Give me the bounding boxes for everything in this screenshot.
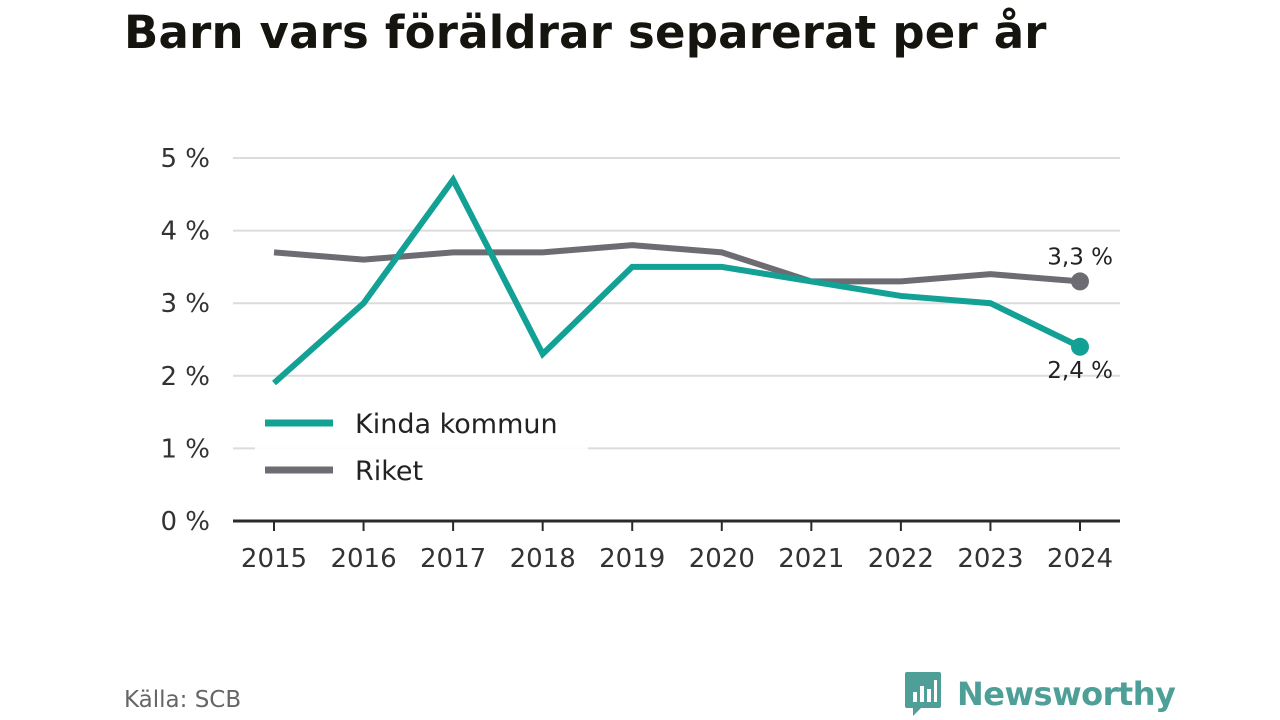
y-tick-label: 4 % bbox=[160, 217, 210, 247]
newsworthy-logo: Newsworthy bbox=[903, 670, 1176, 718]
x-tick-label: 2023 bbox=[957, 544, 1023, 574]
x-tick-label: 2022 bbox=[868, 544, 934, 574]
source-note: Källa: SCB bbox=[124, 687, 242, 713]
end-label-riket: 3,3 % bbox=[1047, 244, 1113, 270]
end-point-kinda-kommun bbox=[1071, 337, 1089, 356]
end-point-riket bbox=[1071, 272, 1089, 291]
end-labels: 3,3 % 2,4 % bbox=[1047, 244, 1113, 383]
bar-chart-bubble-icon bbox=[905, 672, 941, 716]
series-line-riket bbox=[273, 242, 1081, 285]
x-tick-label: 2021 bbox=[778, 544, 844, 574]
x-tick-label: 2016 bbox=[330, 544, 396, 574]
x-tick-label: 2019 bbox=[599, 544, 665, 574]
x-tick-label: 2024 bbox=[1047, 544, 1113, 574]
y-tick-label: 3 % bbox=[160, 289, 210, 319]
y-axis-ticks: 0 % 1 % 2 % 3 % 4 % 5 % bbox=[160, 144, 210, 537]
y-tick-label: 2 % bbox=[160, 362, 210, 392]
legend-label-riket: Riket bbox=[355, 456, 423, 487]
series-lines bbox=[272, 174, 1089, 386]
x-tick-label: 2020 bbox=[689, 544, 755, 574]
legend-label-kinda-kommun: Kinda kommun bbox=[355, 409, 558, 440]
x-tick-label: 2015 bbox=[241, 544, 307, 574]
legend: Kinda kommun Riket bbox=[255, 400, 588, 496]
chart-title: Barn vars föräldrar separerat per år bbox=[124, 6, 1047, 59]
series-line-kinda-kommun bbox=[272, 174, 1082, 386]
end-label-kinda-kommun: 2,4 % bbox=[1047, 358, 1113, 384]
y-tick-label: 1 % bbox=[160, 434, 210, 464]
brand-name: Newsworthy bbox=[957, 675, 1176, 713]
y-tick-label: 5 % bbox=[160, 144, 210, 174]
legend-background bbox=[255, 400, 588, 496]
x-axis: 2015 2016 2017 2018 2019 2020 2021 2022 2023 2024 bbox=[233, 519, 1120, 574]
y-tick-label: 0 % bbox=[160, 507, 210, 537]
x-tick-label: 2018 bbox=[510, 544, 576, 574]
x-tick-label: 2017 bbox=[420, 544, 486, 574]
